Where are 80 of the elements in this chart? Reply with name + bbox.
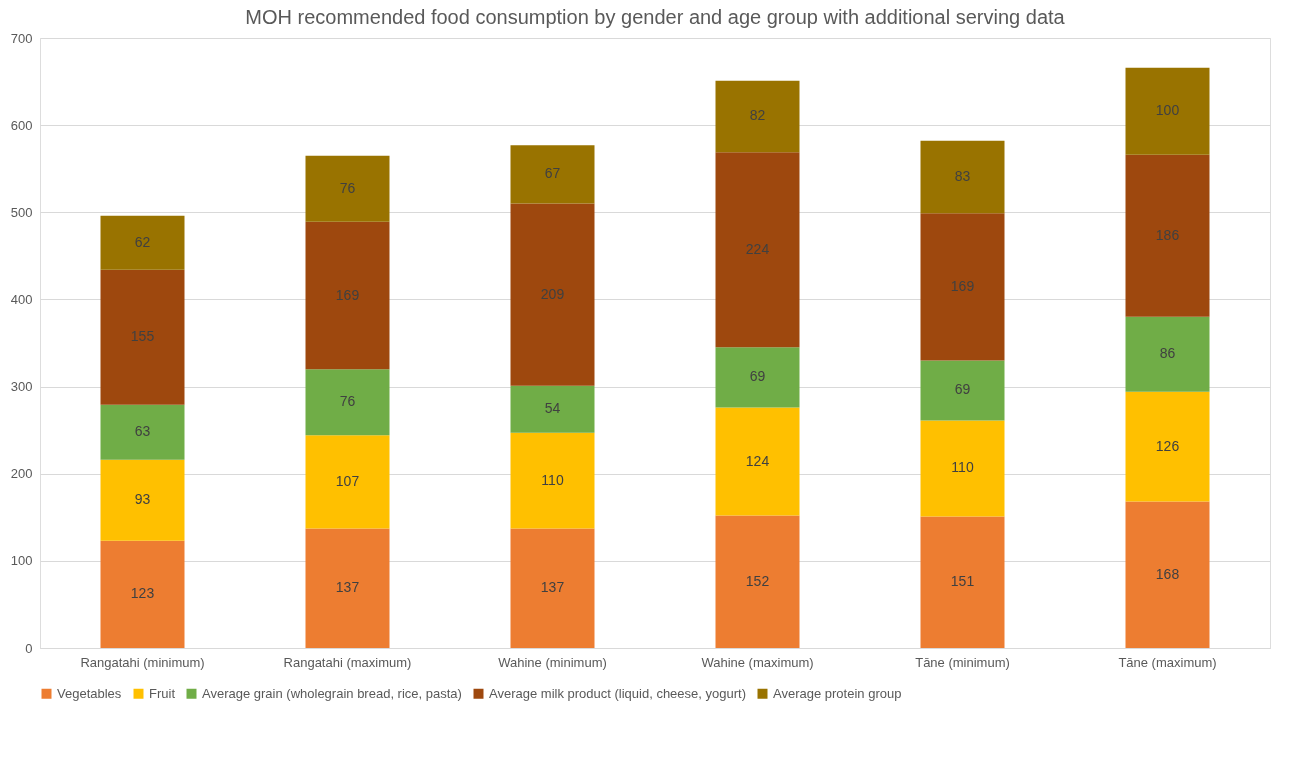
data-label: 152 xyxy=(745,572,770,589)
data-label: 63 xyxy=(134,423,151,440)
bar xyxy=(510,203,595,386)
data-label: 186 xyxy=(1155,226,1180,243)
bar xyxy=(1125,67,1210,155)
data-label: 93 xyxy=(134,491,151,508)
x-tick-label: Wahine (minimum) xyxy=(498,654,607,670)
data-label: 100 xyxy=(1155,102,1180,119)
legend-label: Average grain (wholegrain bread, rice, pasta) xyxy=(202,685,462,701)
data-label: 82 xyxy=(749,107,766,124)
bar xyxy=(920,420,1005,517)
chart-title: MOH recommended food consumption by gender and age group with additional serving data xyxy=(245,6,1066,28)
data-label: 83 xyxy=(954,167,971,184)
bar xyxy=(920,140,1005,214)
bar xyxy=(715,407,800,516)
data-label: 86 xyxy=(1159,345,1176,362)
bar xyxy=(920,360,1005,421)
y-tick-label: 600 xyxy=(10,117,33,133)
legend-label: Average protein group xyxy=(773,685,902,701)
data-label: 169 xyxy=(950,277,975,294)
data-label: 151 xyxy=(950,573,975,590)
x-tick-label: Tāne (maximum) xyxy=(1118,654,1217,670)
data-label: 67 xyxy=(544,165,561,182)
y-tick-label: 700 xyxy=(10,30,33,46)
bar xyxy=(1125,154,1210,317)
data-label: 54 xyxy=(544,400,561,417)
legend-label: Vegetables xyxy=(57,685,122,701)
bar xyxy=(100,404,185,460)
data-label: 62 xyxy=(134,233,151,250)
data-label: 107 xyxy=(335,472,360,489)
bar xyxy=(1125,501,1210,648)
bar xyxy=(305,435,390,529)
y-tick-label: 500 xyxy=(10,204,33,220)
bar xyxy=(715,347,800,408)
data-label: 76 xyxy=(339,393,356,410)
bar xyxy=(305,221,390,370)
x-tick-label: Rangatahi (minimum) xyxy=(80,654,205,670)
x-tick-label: Rangatahi (maximum) xyxy=(283,654,412,670)
data-label: 126 xyxy=(1155,437,1180,454)
bar xyxy=(715,515,800,648)
data-label: 110 xyxy=(541,471,564,488)
data-label: 110 xyxy=(951,459,974,476)
bar xyxy=(305,528,390,648)
bar xyxy=(715,80,800,153)
data-label: 137 xyxy=(540,579,565,596)
bar xyxy=(510,528,595,648)
data-label: 224 xyxy=(745,240,770,257)
bar xyxy=(920,516,1005,648)
y-tick-label: 100 xyxy=(10,553,33,569)
data-label: 168 xyxy=(1155,565,1180,582)
bar xyxy=(1125,316,1210,392)
y-tick-label: 400 xyxy=(10,291,33,307)
data-label: 137 xyxy=(335,579,360,596)
bar xyxy=(305,155,390,222)
data-label: 123 xyxy=(130,585,155,602)
bar xyxy=(100,459,185,541)
bar xyxy=(100,540,185,648)
bar xyxy=(100,269,185,405)
x-tick-label: Tāne (minimum) xyxy=(915,654,1010,670)
bar xyxy=(920,213,1005,361)
y-tick-label: 0 xyxy=(25,640,33,656)
data-label: 155 xyxy=(130,328,155,345)
legend-label: Fruit xyxy=(149,685,176,701)
bar xyxy=(305,369,390,436)
data-label: 169 xyxy=(335,286,360,303)
bar xyxy=(715,152,800,348)
data-label: 209 xyxy=(540,285,565,302)
data-label: 69 xyxy=(749,368,766,385)
data-label: 124 xyxy=(745,452,770,469)
bar xyxy=(510,385,595,433)
legend-label: Average milk product (liquid, cheese, yogurt) xyxy=(489,685,746,701)
bar xyxy=(510,432,595,529)
y-tick-label: 200 xyxy=(10,466,33,482)
y-tick-label: 300 xyxy=(10,379,33,395)
bar xyxy=(510,145,595,204)
x-tick-label: Wahine (maximum) xyxy=(701,654,814,670)
bar xyxy=(1125,391,1210,502)
data-label: 76 xyxy=(339,179,356,196)
data-label: 69 xyxy=(954,381,971,398)
bar xyxy=(100,215,185,270)
